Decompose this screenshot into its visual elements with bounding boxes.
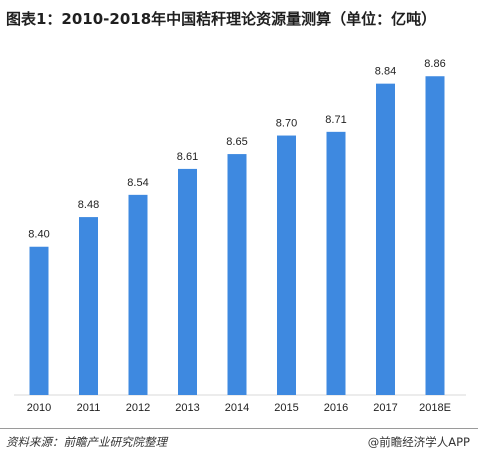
bar-2018E <box>425 76 445 395</box>
x-tick-label-2015: 2015 <box>274 402 298 414</box>
bar-chart: 8.40 2010 8.48 2011 8.54 2012 8.61 2013 8.65 2014… <box>14 58 466 414</box>
footer-divider <box>0 428 478 429</box>
bar-2017 <box>376 83 395 396</box>
bar-2010 <box>29 246 49 395</box>
x-tick-label-2018E: 2018E <box>419 402 451 414</box>
bar-2016 <box>326 131 346 395</box>
bar-2015 <box>277 135 296 396</box>
x-tick-label-2010: 2010 <box>27 402 51 414</box>
x-tick-label-2013: 2013 <box>175 402 199 414</box>
bar-2012 <box>128 194 148 395</box>
x-tick-label-2014: 2014 <box>225 402 249 414</box>
data-label-2011: 8.48 <box>78 199 99 211</box>
data-label-2016: 8.71 <box>325 114 346 126</box>
x-tick-label-2012: 2012 <box>126 402 150 414</box>
x-tick-label-2016: 2016 <box>324 402 348 414</box>
data-label-2013: 8.61 <box>177 151 198 163</box>
bar-2014 <box>227 154 247 395</box>
bar-2013 <box>178 168 197 395</box>
chart-title: 图表1：2010-2018年中国秸秆理论资源量测算（单位：亿吨） <box>6 10 437 28</box>
data-label-2015: 8.70 <box>276 118 297 130</box>
data-label-2012: 8.54 <box>127 177 148 189</box>
x-tick-label-2017: 2017 <box>373 402 397 414</box>
data-label-2010: 8.40 <box>28 229 49 241</box>
data-label-2014: 8.65 <box>226 136 247 148</box>
data-label-2017: 8.84 <box>375 66 396 78</box>
data-label-2018E: 8.86 <box>424 58 445 70</box>
bar-2011 <box>79 217 98 395</box>
credit-note: @前瞻经济学人APP <box>367 435 470 449</box>
source-note: 资料来源：前瞻产业研究院整理 <box>6 435 167 449</box>
x-tick-label-2011: 2011 <box>77 402 101 414</box>
